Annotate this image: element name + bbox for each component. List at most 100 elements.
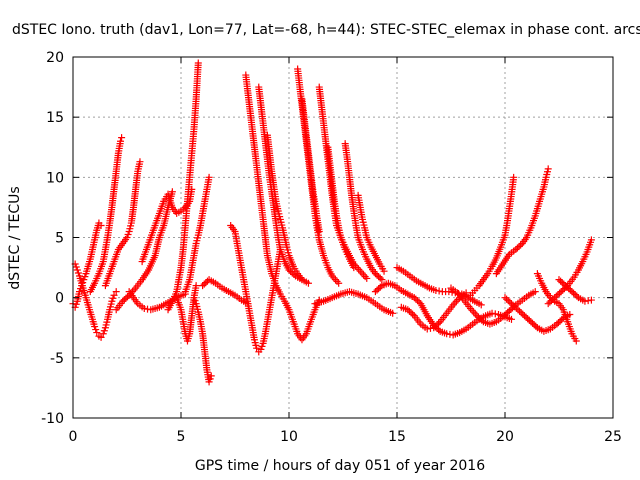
data-point <box>471 310 479 318</box>
data-point <box>477 301 485 309</box>
data-point <box>91 323 99 331</box>
data-point <box>333 277 341 285</box>
data-point <box>581 297 589 305</box>
data-point <box>549 295 557 303</box>
data-point <box>75 288 83 296</box>
data-point <box>110 291 118 299</box>
data-point <box>506 298 514 306</box>
data-point <box>375 273 383 281</box>
data-point <box>435 326 443 334</box>
data-point <box>376 283 384 291</box>
data-point <box>451 299 459 307</box>
data-point <box>257 345 265 353</box>
data-point <box>415 298 423 306</box>
data-point <box>504 308 512 316</box>
data-point <box>503 295 511 303</box>
data-point <box>371 288 379 296</box>
y-tick-label: 10 <box>46 170 64 186</box>
data-point <box>517 241 525 249</box>
x-tick-label: 10 <box>280 429 298 445</box>
data-point <box>205 378 213 386</box>
x-tick-label: 15 <box>388 429 406 445</box>
data-point <box>570 289 578 297</box>
data-point <box>376 274 384 282</box>
data-point <box>510 173 518 181</box>
data-point <box>355 265 363 273</box>
data-point <box>512 246 520 254</box>
data-point <box>572 337 580 345</box>
data-point <box>168 188 176 196</box>
data-point <box>462 289 470 297</box>
data-point <box>499 313 507 321</box>
data-point <box>258 342 266 350</box>
data-point <box>512 304 520 312</box>
data-point <box>202 279 210 287</box>
data-point <box>511 303 519 311</box>
data-point <box>527 318 535 326</box>
data-point <box>81 273 89 281</box>
data-point <box>97 333 105 341</box>
data-point <box>516 307 524 315</box>
data-point <box>136 158 144 166</box>
data-point <box>557 288 565 296</box>
data-point <box>475 313 483 321</box>
data-point <box>409 310 417 318</box>
data-point <box>565 285 573 293</box>
y-tick-label: 15 <box>46 110 64 126</box>
data-point <box>445 288 453 296</box>
data-point <box>531 288 539 296</box>
data-point <box>520 312 528 320</box>
axis-ticks: 0 5 10 15 20 25 -10 -5 0 5 10 15 20 <box>41 50 622 445</box>
data-point <box>118 134 126 142</box>
data-point <box>522 313 530 321</box>
data-point <box>560 280 568 288</box>
data-point <box>426 324 434 332</box>
data-point <box>559 286 567 294</box>
data-point <box>500 311 508 319</box>
x-axis-label: GPS time / hours of day 051 of year 2016 <box>195 458 485 474</box>
data-point <box>587 296 595 304</box>
x-tick-label: 25 <box>604 429 622 445</box>
data-point <box>404 306 412 314</box>
y-tick-label: 0 <box>55 291 64 307</box>
data-point <box>335 279 343 287</box>
data-point <box>435 287 443 295</box>
data-point <box>360 271 368 279</box>
data-point <box>304 279 312 287</box>
data-point <box>551 294 559 302</box>
data-point <box>380 267 388 275</box>
data-point <box>514 306 522 314</box>
data-point <box>507 315 515 323</box>
data-point <box>568 288 576 296</box>
data-point <box>331 276 339 284</box>
data-point <box>120 296 128 304</box>
y-axis-label: dSTEC / TECUs <box>7 186 23 289</box>
y-tick-label: 20 <box>46 50 64 66</box>
data-point <box>407 309 415 317</box>
data-point <box>544 300 552 308</box>
data-point <box>476 315 484 323</box>
data-point <box>99 330 107 338</box>
data-point <box>97 221 105 229</box>
data-point <box>488 309 496 317</box>
data-point <box>73 266 81 274</box>
data-point <box>557 277 565 285</box>
data-point <box>140 304 148 312</box>
data-point <box>507 300 515 308</box>
data-point <box>556 289 564 297</box>
data-point <box>405 307 413 315</box>
data-point <box>547 297 555 305</box>
data-point <box>375 285 383 293</box>
data-point <box>205 173 213 181</box>
data-point <box>501 294 509 302</box>
data-point <box>373 271 381 279</box>
data-point <box>433 321 441 329</box>
data-point <box>430 324 438 332</box>
data-point <box>358 269 366 277</box>
data-point <box>587 236 595 244</box>
data-point <box>206 375 214 383</box>
y-tick-label: -5 <box>50 351 64 367</box>
data-point <box>207 372 215 380</box>
data-point <box>513 244 521 252</box>
